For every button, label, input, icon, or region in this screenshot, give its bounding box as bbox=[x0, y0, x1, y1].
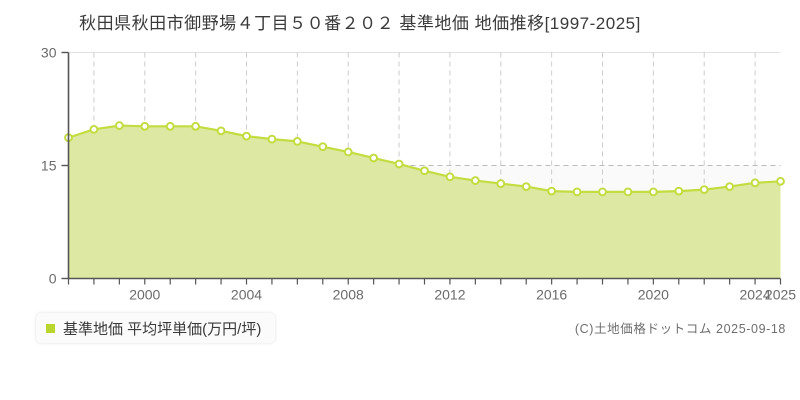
svg-text:2025: 2025 bbox=[765, 287, 796, 303]
credit-text: (C)土地価格ドットコム 2025-09-18 bbox=[574, 322, 786, 336]
legend-swatch-icon bbox=[46, 323, 55, 333]
chart-legend: 基準地価 平均坪単価(万円/坪) bbox=[36, 313, 276, 343]
legend-label: 基準地価 平均坪単価(万円/坪) bbox=[63, 320, 262, 338]
svg-text:2012: 2012 bbox=[434, 287, 465, 303]
svg-text:2000: 2000 bbox=[129, 287, 160, 303]
svg-text:0: 0 bbox=[49, 271, 57, 287]
y-axis-ticks: 0 15 30 bbox=[41, 45, 69, 287]
chart-title: 秋田県秋田市御野場４丁目５０番２０２ 基準地価 地価推移[1997-2025] bbox=[79, 14, 641, 33]
svg-text:30: 30 bbox=[41, 45, 57, 61]
svg-text:2008: 2008 bbox=[333, 287, 364, 303]
svg-text:2020: 2020 bbox=[638, 287, 669, 303]
svg-text:2016: 2016 bbox=[536, 287, 567, 303]
series-markers bbox=[64, 121, 785, 197]
svg-text:15: 15 bbox=[41, 158, 57, 174]
svg-text:2024: 2024 bbox=[739, 287, 770, 303]
series-area-fill bbox=[68, 125, 781, 279]
svg-text:2004: 2004 bbox=[231, 287, 262, 303]
